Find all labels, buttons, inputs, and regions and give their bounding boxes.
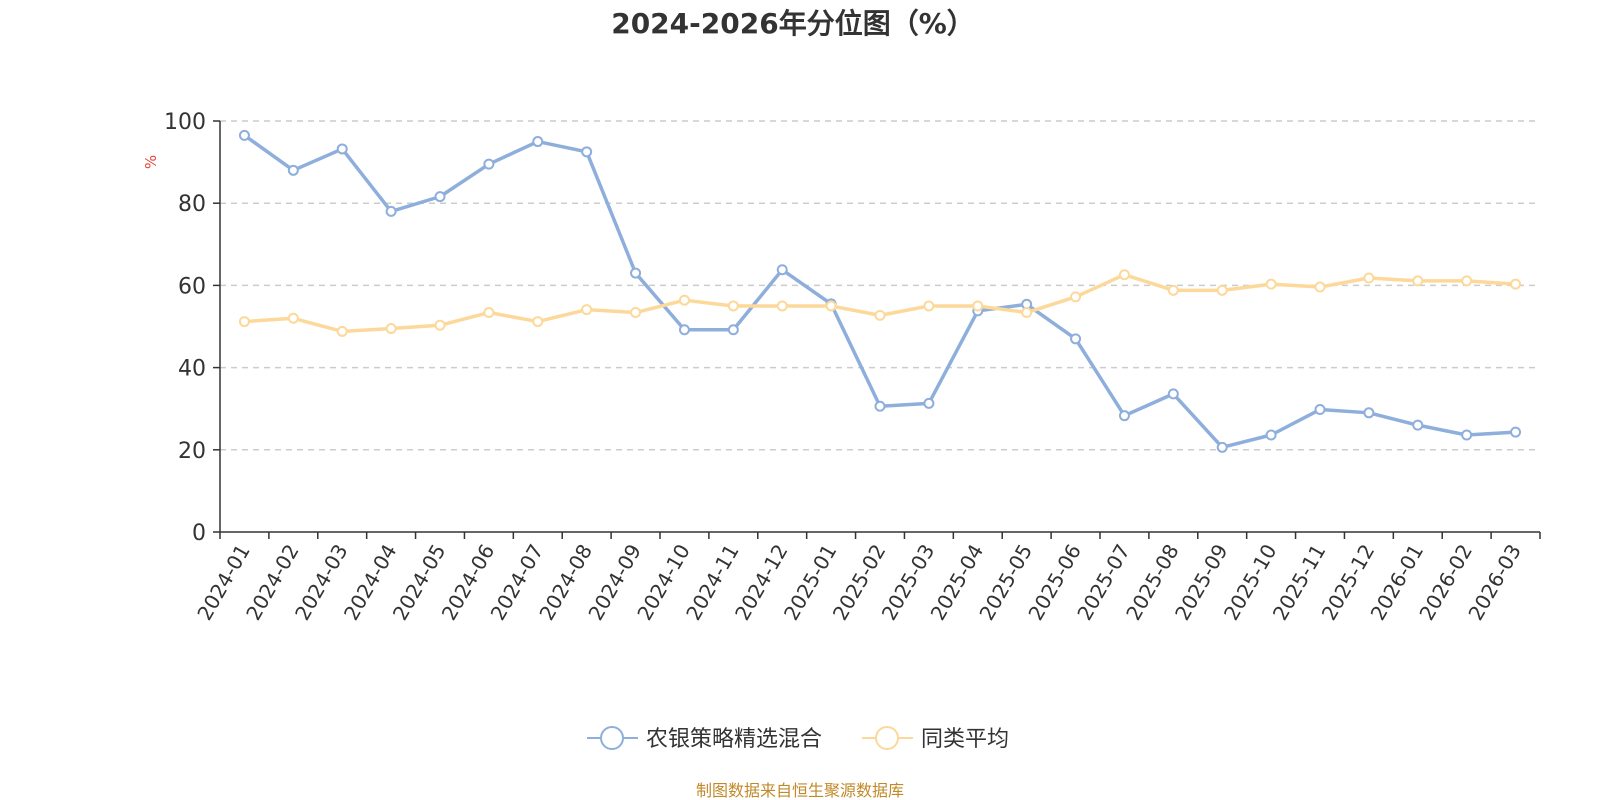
data-point[interactable] bbox=[776, 300, 788, 312]
series-lines bbox=[238, 129, 1522, 453]
data-point[interactable] bbox=[1412, 275, 1424, 287]
data-point[interactable] bbox=[727, 324, 739, 336]
data-point[interactable] bbox=[483, 158, 495, 170]
y-tick-label: 60 bbox=[178, 274, 206, 299]
data-point[interactable] bbox=[1167, 388, 1179, 400]
data-point[interactable] bbox=[776, 264, 788, 276]
data-point[interactable] bbox=[923, 300, 935, 312]
data-point[interactable] bbox=[825, 300, 837, 312]
data-point[interactable] bbox=[434, 319, 446, 331]
y-tick-labels: 0 20 40 60 80 100 bbox=[164, 110, 206, 546]
legend-item-series-2[interactable]: 同类平均 bbox=[862, 726, 1009, 752]
legend-label-series-2: 同类平均 bbox=[921, 727, 1009, 752]
y-tick-label: 20 bbox=[178, 439, 206, 464]
x-tick-labels: 2024-012024-022024-032024-042024-052024-… bbox=[192, 540, 1526, 624]
data-point[interactable] bbox=[1314, 281, 1326, 293]
data-point[interactable] bbox=[630, 307, 642, 319]
data-point[interactable] bbox=[483, 307, 495, 319]
data-point[interactable] bbox=[1118, 269, 1130, 281]
data-point[interactable] bbox=[1314, 404, 1326, 416]
grid-lines bbox=[220, 120, 1540, 451]
data-point[interactable] bbox=[1412, 419, 1424, 431]
series-2 bbox=[238, 269, 1522, 337]
data-source-note: 制图数据来自恒生聚源数据库 bbox=[696, 781, 904, 800]
legend-marker-series-2 bbox=[875, 726, 899, 750]
data-point[interactable] bbox=[1216, 284, 1228, 296]
data-point[interactable] bbox=[336, 143, 348, 155]
data-point[interactable] bbox=[1510, 426, 1522, 438]
data-point[interactable] bbox=[532, 136, 544, 148]
legend[interactable]: 农银策略精选混合 同类平均 bbox=[587, 726, 1009, 752]
legend-item-series-1[interactable]: 农银策略精选混合 bbox=[587, 726, 822, 752]
data-point[interactable] bbox=[581, 304, 593, 316]
data-point[interactable] bbox=[1167, 284, 1179, 296]
data-point[interactable] bbox=[1021, 307, 1033, 319]
chart-title: 2024-2026年分位图（%） bbox=[611, 7, 975, 40]
legend-label-series-1: 农银策略精选混合 bbox=[646, 727, 822, 752]
data-point[interactable] bbox=[874, 309, 886, 321]
y-tick-label: 80 bbox=[178, 192, 206, 217]
data-point[interactable] bbox=[1265, 278, 1277, 290]
data-point[interactable] bbox=[532, 316, 544, 328]
data-point[interactable] bbox=[1363, 272, 1375, 284]
y-axis-label: % bbox=[142, 155, 160, 169]
y-tick-label: 40 bbox=[178, 357, 206, 382]
series-line bbox=[243, 133, 1516, 450]
data-point[interactable] bbox=[287, 164, 299, 176]
data-point[interactable] bbox=[1363, 407, 1375, 419]
axes bbox=[213, 120, 1541, 539]
data-point[interactable] bbox=[287, 312, 299, 324]
data-point[interactable] bbox=[581, 146, 593, 158]
data-point[interactable] bbox=[434, 191, 446, 203]
data-point[interactable] bbox=[1070, 291, 1082, 303]
data-point[interactable] bbox=[1461, 429, 1473, 441]
data-point[interactable] bbox=[727, 300, 739, 312]
data-point[interactable] bbox=[336, 325, 348, 337]
data-point[interactable] bbox=[1461, 275, 1473, 287]
data-point[interactable] bbox=[1118, 410, 1130, 422]
data-point[interactable] bbox=[1216, 441, 1228, 453]
legend-marker-series-1 bbox=[600, 726, 624, 750]
data-point[interactable] bbox=[1265, 429, 1277, 441]
data-point[interactable] bbox=[1070, 333, 1082, 345]
data-point[interactable] bbox=[385, 205, 397, 217]
data-point[interactable] bbox=[1510, 278, 1522, 290]
y-tick-label: 100 bbox=[164, 110, 206, 135]
data-point[interactable] bbox=[678, 294, 690, 306]
data-point[interactable] bbox=[874, 400, 886, 412]
y-tick-label: 0 bbox=[192, 521, 206, 546]
data-point[interactable] bbox=[923, 397, 935, 409]
data-point[interactable] bbox=[238, 316, 250, 328]
data-point[interactable] bbox=[630, 267, 642, 279]
data-point[interactable] bbox=[238, 129, 250, 141]
data-point[interactable] bbox=[972, 300, 984, 312]
data-point[interactable] bbox=[678, 324, 690, 336]
series-1 bbox=[238, 129, 1522, 453]
data-point[interactable] bbox=[385, 323, 397, 335]
